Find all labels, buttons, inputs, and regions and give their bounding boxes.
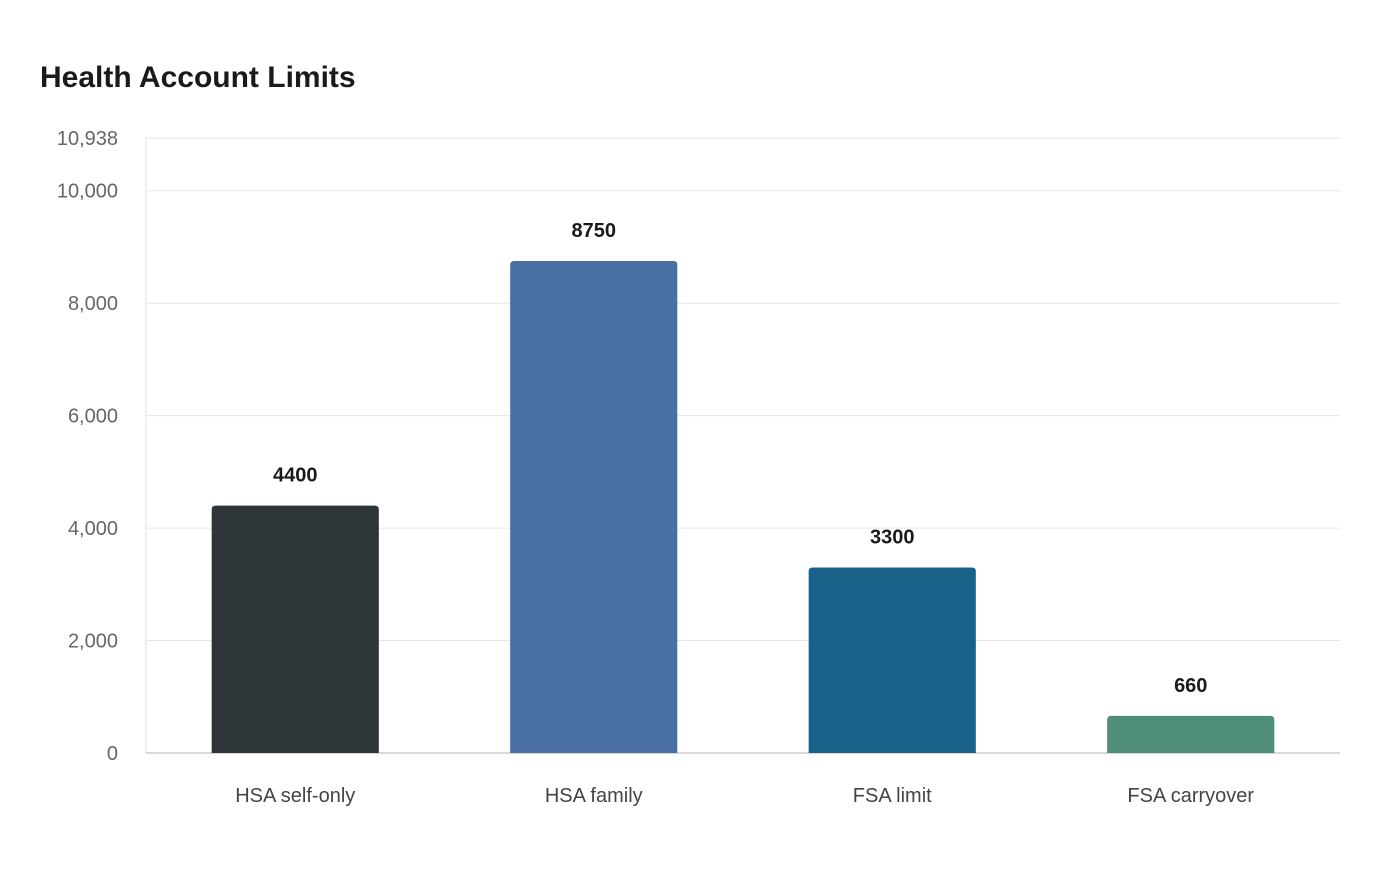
y-tick-label: 6,000 xyxy=(68,406,118,428)
bar xyxy=(211,505,379,753)
bars xyxy=(211,261,1275,753)
y-tick-label: 8,000 xyxy=(68,293,118,315)
bar xyxy=(808,567,976,753)
data-label: 4400 xyxy=(273,465,318,487)
bar xyxy=(1107,715,1275,753)
labels: 0 2,000 4,000 6,000 8,000 10,000 10,938 4400 HSA… xyxy=(57,128,1255,807)
x-tick-label: FSA carryover xyxy=(1127,785,1254,807)
data-label: 3300 xyxy=(870,526,915,548)
y-tick-label: 4,000 xyxy=(68,518,118,540)
bar xyxy=(510,261,678,753)
chart-title: Health Account Limits xyxy=(40,61,356,94)
x-tick-label: HSA family xyxy=(545,785,643,807)
y-tick-label: 10,000 xyxy=(57,181,118,203)
y-tick-label: 2,000 xyxy=(68,631,118,653)
y-tick-label: 10,938 xyxy=(57,128,118,150)
y-tick-label: 0 xyxy=(107,743,118,765)
x-tick-label: FSA limit xyxy=(853,785,932,807)
x-tick-label: HSA self-only xyxy=(235,785,355,807)
data-label: 660 xyxy=(1174,675,1207,697)
data-label: 8750 xyxy=(572,220,617,242)
